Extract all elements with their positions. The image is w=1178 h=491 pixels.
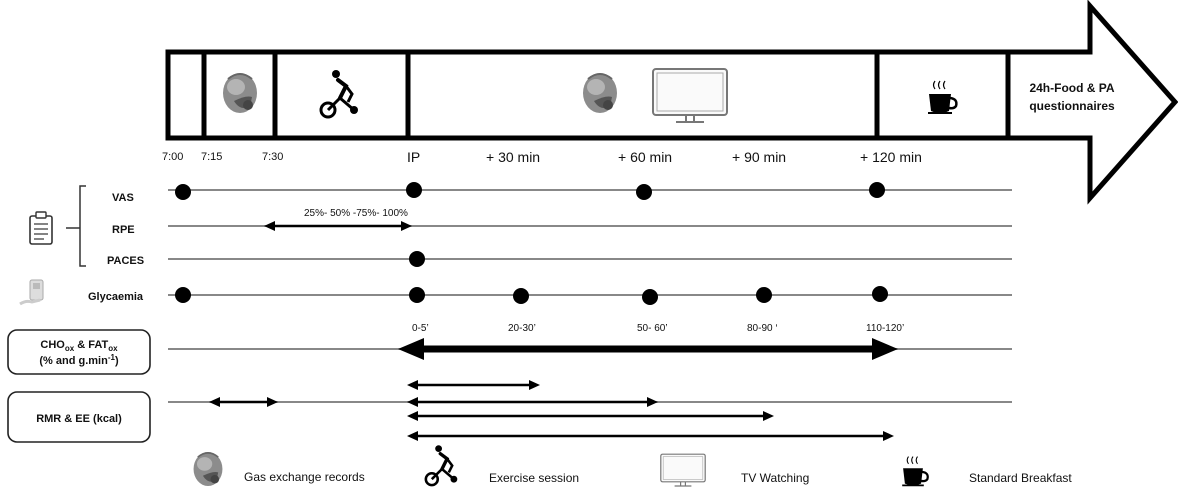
vas-measurements — [175, 182, 885, 200]
cho-units-exponent: -1 — [108, 353, 116, 362]
measurement-dot — [642, 289, 658, 305]
cho-fat-box: CHOox & FATox (% and g.min-1) — [7, 329, 151, 375]
legend: Gas exchange records Exercise session TV… — [192, 443, 1072, 487]
time-label-90: + 90 min — [732, 149, 786, 165]
cho-window-label: 50- 60’ — [637, 323, 668, 334]
time-label-ip: IP — [407, 149, 420, 165]
rmr-box: RMR & EE (kcal) — [7, 391, 151, 443]
row-label-paces: PACES — [107, 255, 144, 267]
measurement-dot — [872, 286, 888, 302]
legend-exercise-bike-icon — [424, 443, 459, 487]
rmr-arrow-30 — [407, 380, 540, 390]
head-mask-icon — [222, 72, 258, 114]
tv-monitor-icon — [652, 68, 728, 123]
questionnaire-bracket — [66, 185, 86, 267]
legend-tv-monitor-icon — [660, 453, 706, 487]
cho-units: (% and g.min — [39, 355, 108, 367]
rpe-arrow — [264, 221, 412, 231]
cho-text: CHO — [40, 339, 65, 351]
legend-tv-label: TV Watching — [741, 471, 809, 485]
rmr-arrow-90 — [407, 411, 774, 421]
cho-window-label: 110-120’ — [866, 323, 904, 334]
fat-text: & FAT — [74, 339, 108, 351]
clipboard-icon — [29, 211, 53, 245]
measurement-dot — [409, 287, 425, 303]
measurement-dot — [869, 182, 885, 198]
rmr-arrows — [209, 380, 894, 441]
cho-fat-arrow — [398, 338, 898, 360]
time-label-60: + 60 min — [618, 149, 672, 165]
cho-window-label: 20-30’ — [508, 323, 536, 334]
measurement-dot — [175, 184, 191, 200]
rmr-arrow-120 — [407, 431, 894, 441]
cho-subscript: ox — [65, 344, 75, 353]
head-mask-icon — [582, 72, 618, 114]
time-labels: 7:00 7:15 7:30 IP + 30 min + 60 min + 90… — [162, 149, 922, 165]
cho-window-label: 80-90 ‘ — [747, 323, 778, 334]
fat-subscript: ox — [108, 344, 118, 353]
measurement-dot — [513, 288, 529, 304]
legend-coffee-cup-icon — [901, 455, 929, 487]
row-label-glycaemia: Glycaemia — [88, 291, 144, 303]
end-label-line1: 24h-Food & PA — [1029, 81, 1114, 95]
paces-dot — [409, 251, 425, 267]
measurement-dot — [175, 287, 191, 303]
rmr-arrow-baseline — [209, 397, 278, 407]
cho-window-labels: 0-5’ 20-30’ 50- 60’ 80-90 ‘ 110-120’ — [412, 323, 904, 334]
end-label-line2: questionnaires — [1029, 99, 1115, 113]
svg-text:(% and g.min-1): (% and g.min-1) — [39, 353, 119, 367]
glycaemia-measurements — [175, 286, 888, 305]
measurement-dot — [406, 182, 422, 198]
legend-breakfast-label: Standard Breakfast — [969, 471, 1072, 485]
row-label-rpe: RPE — [112, 224, 135, 236]
measurement-dot — [636, 184, 652, 200]
time-label-120: + 120 min — [860, 149, 922, 165]
cho-window-label: 0-5’ — [412, 323, 429, 334]
measurement-dot — [756, 287, 772, 303]
rmr-arrow-60 — [407, 397, 658, 407]
svg-text:CHOox & FATox: CHOox & FATox — [40, 339, 118, 353]
cho-units-close: ) — [115, 355, 119, 367]
legend-exercise-label: Exercise session — [489, 471, 579, 485]
rmr-label: RMR & EE (kcal) — [36, 413, 122, 425]
time-label-30: + 30 min — [486, 149, 540, 165]
legend-gas-label: Gas exchange records — [244, 470, 365, 484]
timeline-arrow: 24h-Food & PA questionnaires — [165, 0, 1178, 205]
row-label-vas: VAS — [112, 192, 134, 204]
time-label-700: 7:00 — [162, 151, 183, 163]
time-label-730: 7:30 — [262, 151, 283, 163]
glucometer-icon — [19, 279, 44, 306]
legend-head-mask-icon — [192, 451, 224, 487]
time-label-715: 7:15 — [201, 151, 222, 163]
rpe-scale-label: 25%- 50% -75%- 100% — [304, 208, 408, 219]
